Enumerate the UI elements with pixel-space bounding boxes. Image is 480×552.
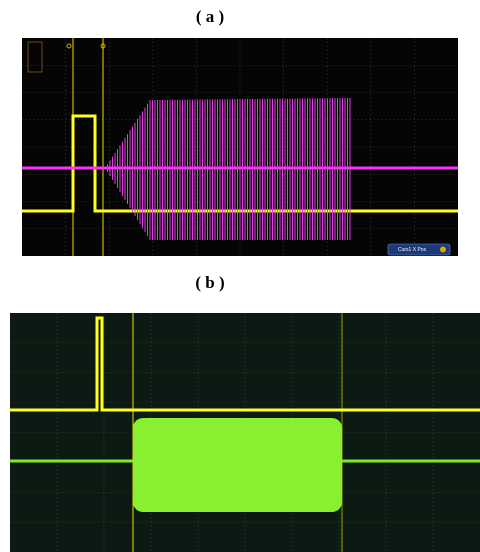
yellow-trace — [10, 316, 480, 412]
panel-label: ( a ) — [196, 7, 224, 26]
scope-marker — [27, 41, 43, 73]
cursor-label: Curs1 X Pos — [398, 247, 427, 253]
green-burst — [133, 418, 342, 512]
cursor-button — [387, 243, 451, 256]
cursor-knob — [440, 246, 446, 253]
magenta-burst — [107, 98, 351, 240]
trigger-marker — [66, 43, 72, 49]
panel-label: ( b ) — [195, 273, 224, 292]
